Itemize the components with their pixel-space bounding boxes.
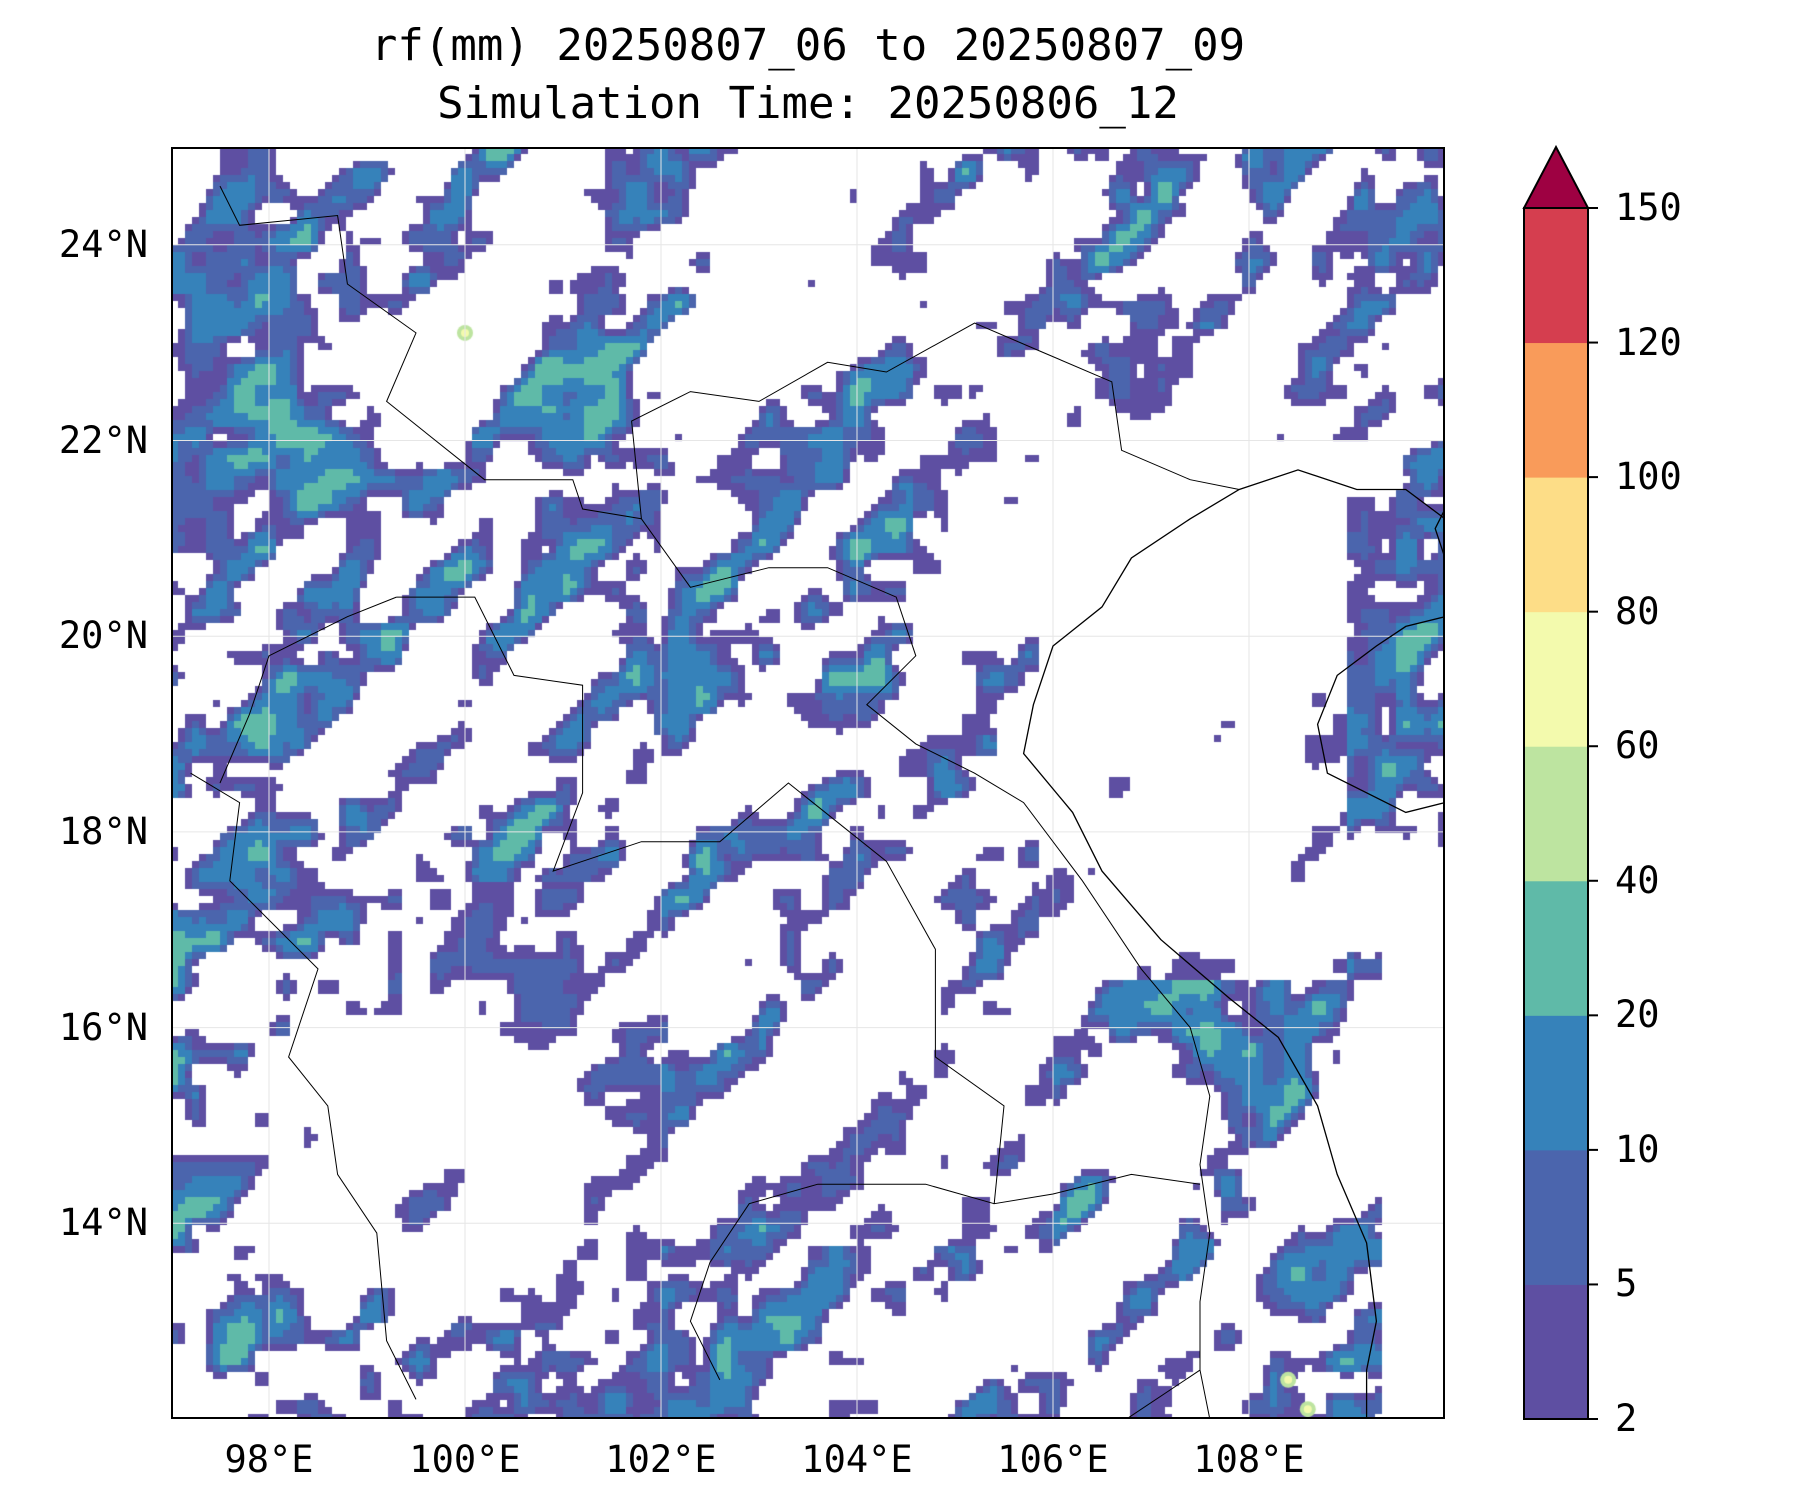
lat-tick-label: 20°N	[58, 614, 148, 658]
colorbar-segment	[1524, 880, 1588, 1016]
colorbar-tick-label: 2	[1615, 1397, 1638, 1440]
colorbar-extend-arrow	[1522, 144, 1590, 209]
colorbar-tick-label: 20	[1615, 993, 1660, 1037]
colorbar-segment	[1524, 746, 1588, 882]
colorbar-segment	[1524, 342, 1588, 478]
colorbar-segment	[1524, 477, 1588, 613]
simulation-time-subtitle: Simulation Time: 20250806_12	[437, 78, 1179, 129]
rainfall-field	[171, 147, 1445, 1419]
colorbar-tick-label: 5	[1615, 1262, 1638, 1306]
colorbar-segment	[1524, 611, 1588, 747]
colorbar-segment	[1524, 1015, 1588, 1151]
lat-tick-label: 22°N	[58, 418, 148, 462]
lon-tick-label: 98°E	[224, 1438, 314, 1481]
lat-tick-label: 16°N	[58, 1005, 148, 1049]
colorbar-tick-label: 100	[1615, 455, 1682, 499]
lat-tick-label: 18°N	[58, 809, 148, 853]
country-border	[640, 518, 1211, 1419]
colorbar-tick-label: 10	[1615, 1127, 1660, 1171]
rainfall-map	[171, 147, 1445, 1419]
lat-tick-label: 14°N	[58, 1201, 148, 1245]
coastline	[1316, 616, 1445, 814]
colorbar-tick-label: 80	[1615, 589, 1660, 633]
map-frame	[171, 147, 1445, 1419]
lon-tick-label: 102°E	[605, 1438, 717, 1481]
coastline	[1022, 469, 1445, 1419]
colorbar-segment	[1524, 1284, 1588, 1420]
colorbar-tick-label: 120	[1615, 320, 1682, 364]
country-border	[396, 596, 1201, 1205]
country-border	[1053, 1369, 1201, 1419]
map-title: rf(mm) 20250807_06 to 20250807_09	[370, 20, 1246, 71]
country-border	[689, 1183, 995, 1381]
colorbar-tick-label: 40	[1615, 858, 1660, 902]
lat-tick-label: 24°N	[58, 222, 148, 266]
lon-tick-label: 108°E	[1193, 1438, 1305, 1481]
colorbar-segment	[1524, 1149, 1588, 1285]
country-border	[219, 185, 1240, 520]
lon-tick-label: 106°E	[997, 1438, 1109, 1481]
country-border	[190, 772, 417, 1400]
colorbar-tick-label: 60	[1615, 724, 1660, 768]
colorbar	[1522, 144, 1598, 1420]
colorbar-segment	[1524, 208, 1588, 344]
coastline	[1434, 508, 1445, 559]
colorbar-tick-label: 150	[1615, 186, 1682, 229]
country-border	[219, 596, 397, 784]
lon-tick-label: 100°E	[409, 1438, 521, 1481]
lon-tick-label: 104°E	[801, 1438, 913, 1481]
colorbar-outline	[1523, 207, 1589, 1420]
map-overlay	[171, 147, 1445, 1419]
